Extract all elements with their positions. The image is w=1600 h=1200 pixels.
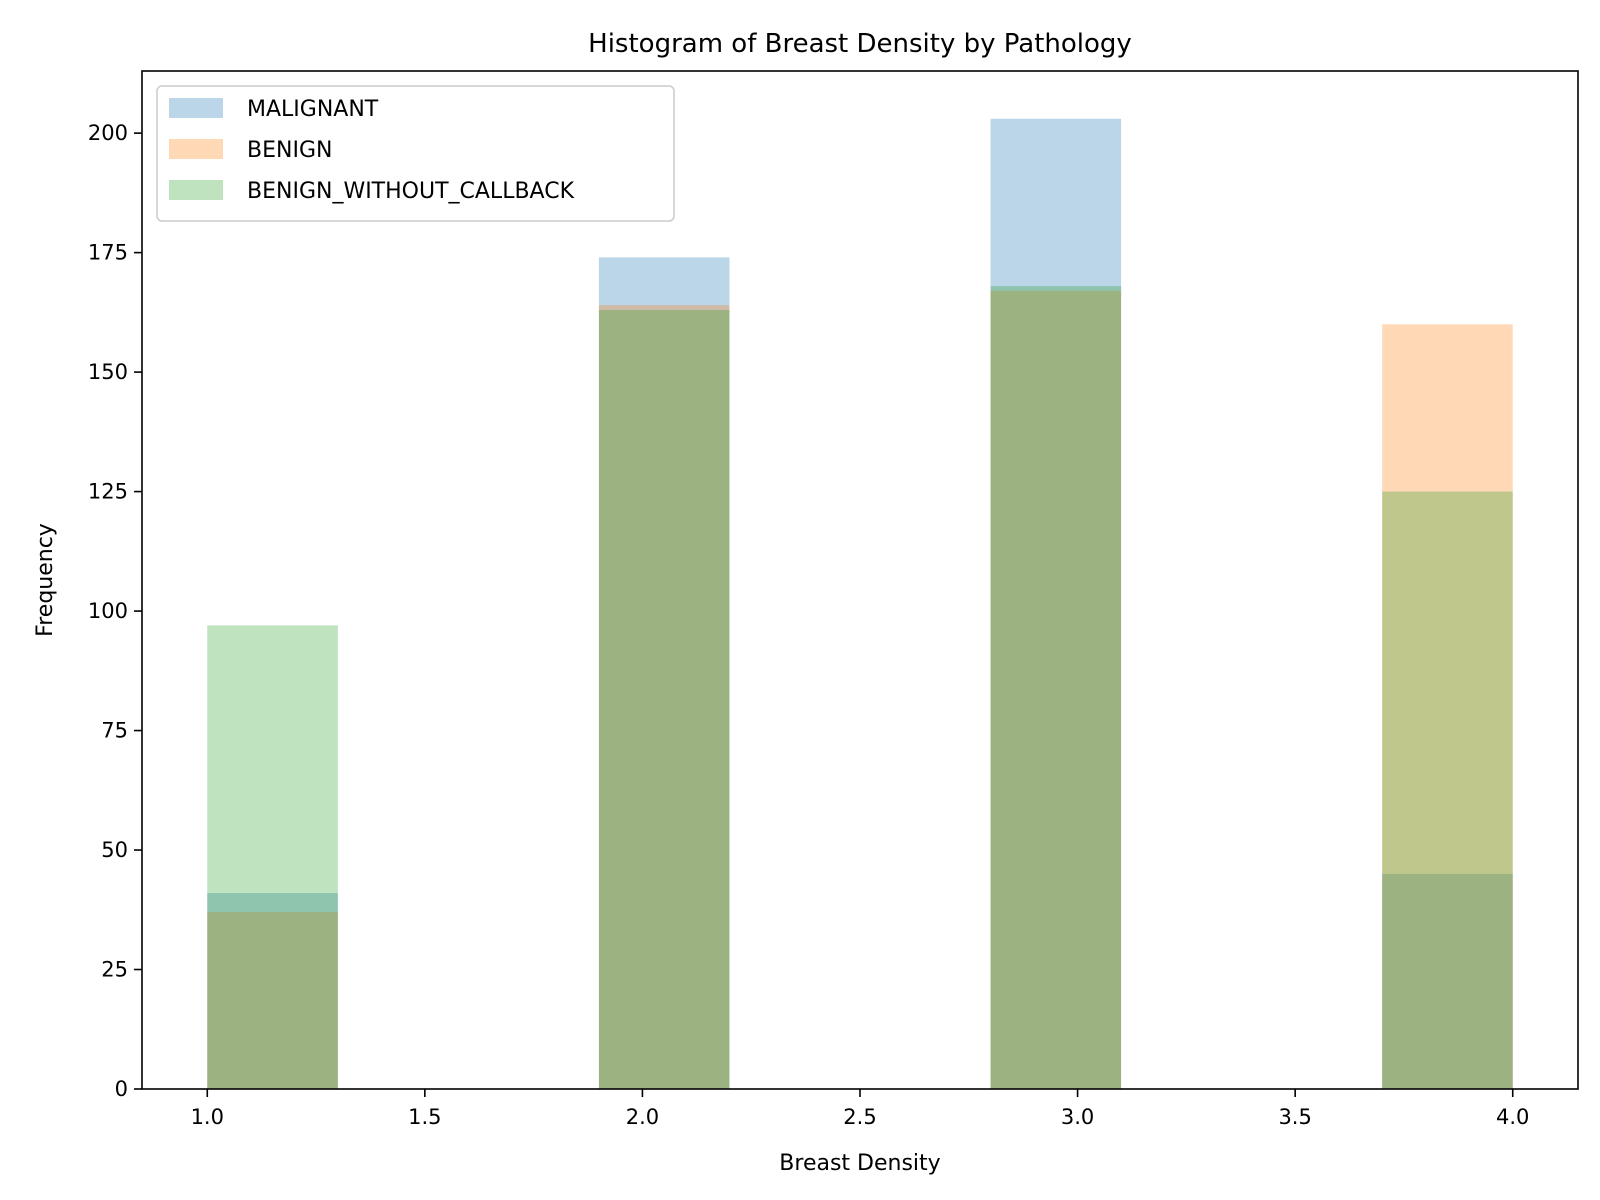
bar-benign-bin-9 xyxy=(1382,324,1513,1089)
y-tick-label: 25 xyxy=(101,958,128,982)
legend-swatch-benign xyxy=(169,139,223,159)
y-axis-label: Frequency xyxy=(33,523,58,637)
bar-malignant-bin-3 xyxy=(598,257,730,1089)
y-tick-label: 50 xyxy=(101,838,128,862)
bars-group xyxy=(207,118,1513,1090)
x-tick-label: 1.5 xyxy=(408,1105,441,1129)
x-tick-label: 4.0 xyxy=(1496,1105,1529,1129)
bar-benign-without-callback-bin-3 xyxy=(598,309,730,1089)
bar-malignant-bin-9 xyxy=(1382,873,1513,1089)
legend: MALIGNANT BENIGN BENIGN_WITHOUT_CALLBACK xyxy=(156,85,675,222)
legend-box xyxy=(156,85,675,222)
bar-benign-without-callback-bin-6 xyxy=(990,286,1122,1089)
x-axis-label: Breast Density xyxy=(779,1151,940,1176)
legend-label-malignant: MALIGNANT xyxy=(247,97,379,122)
x-tick-label: 1.0 xyxy=(191,1105,224,1129)
bar-malignant-bin-0 xyxy=(207,893,338,1089)
y-tick-label: 175 xyxy=(88,241,128,265)
y-tick-label: 125 xyxy=(88,480,128,504)
chart-title: Histogram of Breast Density by Pathology xyxy=(588,29,1132,59)
y-tick-label: 200 xyxy=(88,121,128,145)
legend-label-benign: BENIGN xyxy=(247,138,332,163)
x-tick-label: 2.5 xyxy=(843,1105,876,1129)
x-tick-label: 3.5 xyxy=(1278,1105,1311,1129)
y-tick-label: 75 xyxy=(101,719,128,743)
y-tick-label: 150 xyxy=(88,360,128,384)
y-tick-label: 100 xyxy=(88,599,128,623)
bar-benign-bin-3 xyxy=(598,305,730,1089)
bar-benign-bin-0 xyxy=(207,912,338,1089)
legend-swatch-malignant xyxy=(169,98,223,118)
bar-malignant-bin-6 xyxy=(990,118,1122,1089)
bar-benign-bin-6 xyxy=(990,290,1122,1090)
y-tick-label: 0 xyxy=(115,1077,128,1101)
plot-frame xyxy=(141,70,1579,1090)
x-tick-label: 2.0 xyxy=(626,1105,659,1129)
axis-ticks: 1.0 1.5 2.0 2.5 3.0 3.5 4.0 0 25 50 75 100 125 150 175… xyxy=(88,121,1530,1129)
legend-swatch-benign-without-callback xyxy=(169,180,223,200)
x-tick-label: 3.0 xyxy=(1061,1105,1094,1129)
bar-benign-without-callback-bin-0 xyxy=(207,625,338,1089)
bar-benign-without-callback-bin-9 xyxy=(1382,491,1513,1089)
legend-label-benign-without-callback: BENIGN_WITHOUT_CALLBACK xyxy=(247,179,575,204)
